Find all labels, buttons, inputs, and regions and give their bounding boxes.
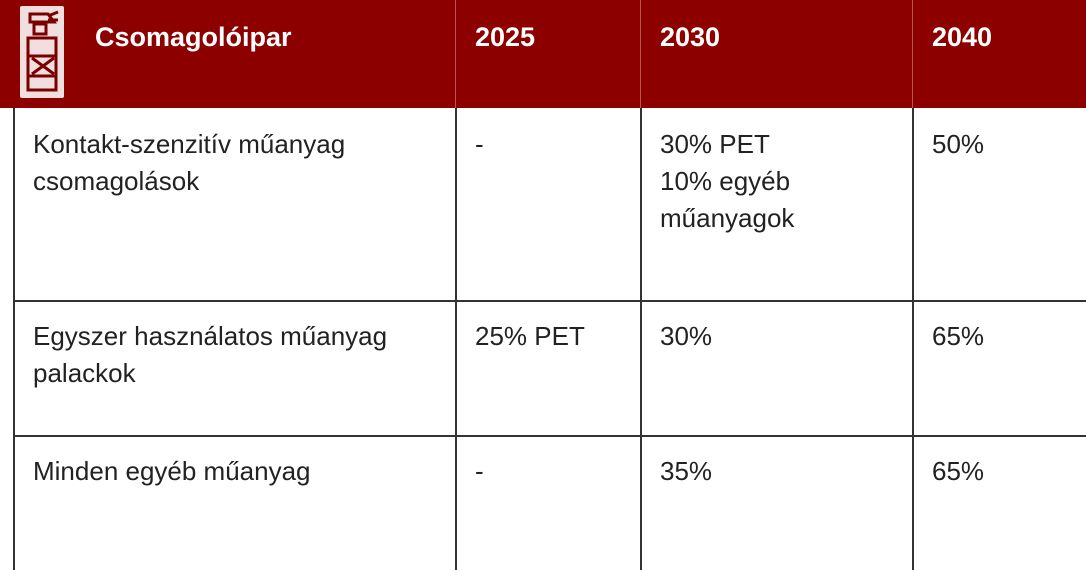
header-separator	[912, 0, 913, 108]
table-cell: Kontakt-szenzitív műanyag csomagolások	[33, 129, 346, 196]
table-cell: Egyszer használatos műanyag palackok	[33, 321, 388, 388]
column-border	[13, 108, 15, 570]
column-border	[640, 108, 642, 570]
cell-line: 10% egyéb műanyagok	[660, 166, 795, 233]
spray-bottle-icon	[20, 6, 64, 98]
table-cell: 30% PET 10% egyéb műanyagok	[640, 108, 912, 300]
table-cell: 25% PET	[475, 321, 585, 351]
header-separator	[640, 0, 641, 108]
table-cell: 65%	[932, 321, 985, 351]
header-cell: Csomagolóipar	[95, 22, 292, 52]
table-cell: 50%	[932, 129, 985, 159]
header-cell: 2030	[660, 22, 721, 52]
table-cell: -	[475, 129, 484, 159]
table-cell: Minden egyéb műanyag	[33, 456, 311, 486]
table-cell: -	[475, 456, 484, 486]
cell-line: 30% PET	[660, 129, 770, 159]
header-cell: 2025	[475, 22, 536, 52]
header-cell: 2040	[932, 22, 993, 52]
row-border	[13, 435, 1086, 437]
table-cell: 65%	[932, 456, 985, 486]
table-cell: 35%	[660, 456, 713, 486]
row-border	[13, 300, 1086, 302]
header-separator	[455, 0, 456, 108]
column-border	[455, 108, 457, 570]
table-cell: 30%	[660, 321, 713, 351]
header-row	[0, 0, 1086, 108]
column-border	[912, 108, 914, 570]
